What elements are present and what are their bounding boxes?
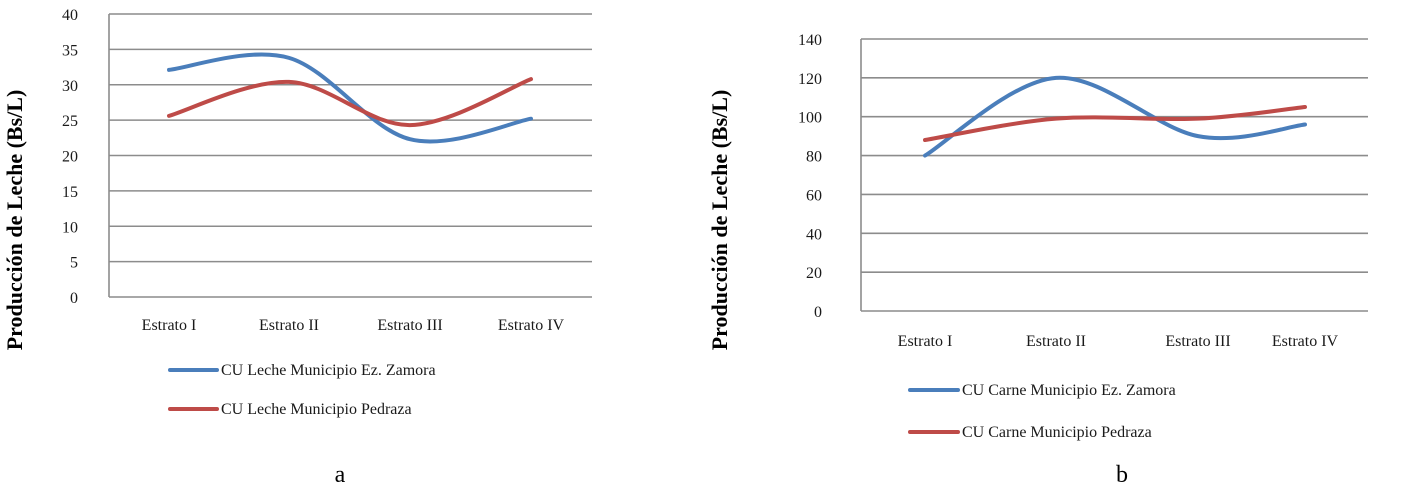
y-tick-label: 120 [798,71,822,88]
chart-panel-a: Producción de Leche (Bs/L) 0 5 10 15 20 25 30 3… [0,0,700,496]
legend-label: CU Carne Municipio Pedraza [962,424,1152,441]
y-tick-label: 30 [62,78,78,95]
x-category-label: Estrato IV [1272,333,1339,350]
legend-label: CU Leche Municipio Ez. Zamora [221,362,436,379]
y-tick-label: 140 [798,32,822,49]
legend-label: CU Carne Municipio Ez. Zamora [962,382,1176,399]
figure-caption-a: a [334,462,346,488]
y-tick-label: 40 [806,226,822,243]
y-tick-label: 100 [798,110,822,127]
y-tick-label: 25 [62,113,78,130]
x-category-label: Estrato I [142,317,197,334]
x-category-label: Estrato I [898,333,953,350]
legend-label: CU Leche Municipio Pedraza [221,401,412,418]
x-category-label: Estrato II [1026,333,1086,350]
series-line [923,75,1307,158]
y-tick-label: 20 [806,265,822,282]
y-tick-label: 80 [806,149,822,166]
x-category-label: Estrato IV [498,317,565,334]
y-tick-label: 10 [62,219,78,236]
y-tick-label: 0 [814,304,822,321]
y-tick-label: 5 [70,255,78,272]
y-tick-label: 35 [62,42,78,59]
series-line [923,105,1307,143]
x-category-label: Estrato III [1165,333,1230,350]
y-tick-label: 15 [62,184,78,201]
line-chart-a: 0 5 10 15 20 25 30 35 40 Estrato I Estrato II Estra… [62,7,592,418]
y-tick-label: 0 [70,290,78,307]
series-line [167,77,533,128]
x-category-label: Estrato III [377,317,442,334]
series-line [167,52,533,144]
y-tick-label: 20 [62,149,78,166]
figure-caption-b: b [1116,462,1128,488]
line-chart-b: 0 20 40 60 80 100 120 140 Estrato I Estrato II Est… [798,32,1368,441]
chart-panel-b: Producción de Leche (Bs/L) 0 20 40 60 80 100 1… [700,0,1408,496]
y-tick-label: 60 [806,187,822,204]
y-tick-label: 40 [62,7,78,24]
x-category-label: Estrato II [259,317,319,334]
